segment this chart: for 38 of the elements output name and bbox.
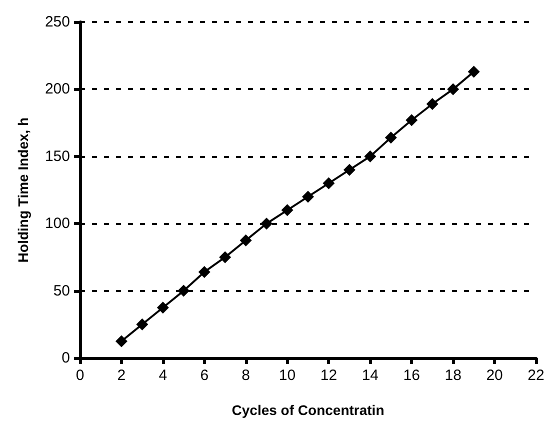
- point: [156, 302, 169, 314]
- y-axis-title: Holding Time Index, h: [15, 117, 31, 263]
- x-tick-label: 10: [278, 367, 296, 384]
- y-tick-label: 0: [62, 350, 70, 366]
- point: [384, 132, 397, 144]
- x-tick-label: 16: [403, 367, 420, 384]
- y-tick-label: 150: [44, 148, 70, 165]
- point: [219, 251, 232, 264]
- y-tick-label: 200: [44, 80, 70, 98]
- point: [302, 190, 314, 203]
- point: [281, 204, 294, 216]
- y-tick-label: 50: [53, 282, 70, 300]
- point: [240, 234, 252, 246]
- x-tick-label: 20: [486, 367, 503, 384]
- x-tick-label: 14: [362, 367, 379, 384]
- x-tick-label: 4: [158, 367, 168, 384]
- x-tick-label: 8: [242, 367, 250, 384]
- x-axis-title: Cycles of Concentratin: [232, 402, 384, 418]
- x-tick-label: 6: [200, 367, 209, 384]
- x-tick-label: 0: [76, 367, 84, 384]
- point: [364, 150, 376, 162]
- point: [115, 335, 128, 348]
- point: [468, 66, 480, 78]
- point: [178, 284, 190, 297]
- point: [406, 114, 418, 126]
- point: [426, 98, 438, 110]
- y-tick-label: 100: [44, 215, 70, 232]
- y-tick-label: 250: [44, 14, 70, 30]
- point: [198, 266, 210, 278]
- x-tick-label: 18: [444, 367, 462, 384]
- x-tick-label: 22: [528, 367, 544, 384]
- point: [136, 318, 148, 330]
- point: [343, 164, 356, 176]
- x-tick-label: 12: [320, 367, 338, 384]
- point: [322, 177, 335, 190]
- x-tick-label: 2: [117, 367, 126, 384]
- point: [260, 218, 273, 230]
- point: [447, 83, 460, 96]
